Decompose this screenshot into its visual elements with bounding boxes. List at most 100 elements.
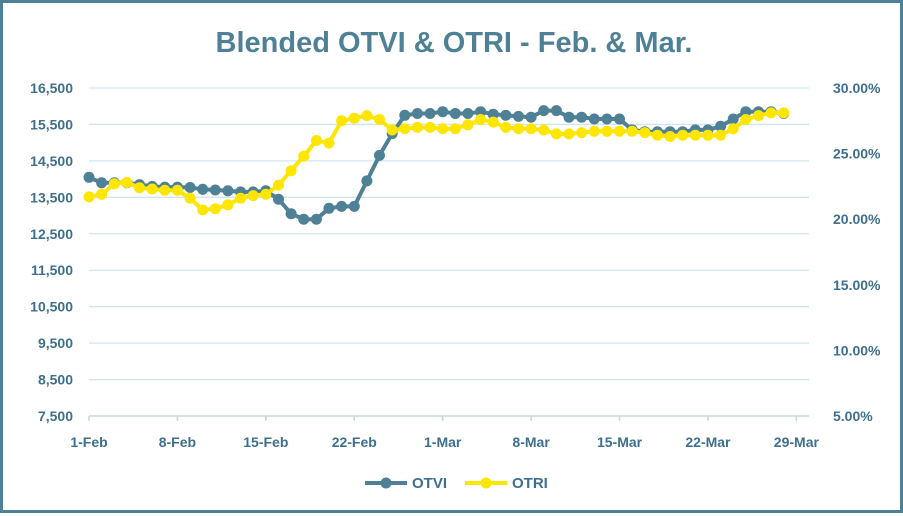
series-otvi-point [449,108,461,119]
x-tick-label: 8-Feb [159,434,196,450]
legend: OTVI OTRI [365,475,548,492]
x-tick-label: 15-Mar [597,434,643,450]
series-otri-point [740,114,752,125]
series-otri-point [664,131,676,142]
series-otri-point [513,123,524,135]
series-otri-point [247,190,259,202]
series-otri-point [525,123,537,135]
right-tick-label: 15.00% [833,277,881,293]
series-otvi-point [96,177,108,189]
series-otri-point [336,115,348,127]
series-otri-point [500,121,512,133]
left-tick-label: 7,500 [38,408,73,424]
series-otri-point [702,129,714,141]
series-otri-point [348,112,360,124]
series-otvi-point [361,175,373,187]
legend-otvi-marker [380,477,392,489]
series-otvi-point [222,185,234,197]
legend-item-otri[interactable]: OTRI [465,475,548,492]
series-otri-point [235,192,247,204]
left-tick-label: 15,500 [30,116,73,132]
series-otri-point [651,129,663,141]
series-otvi-point [298,213,310,225]
series-otri-point [765,107,777,119]
series-otri-point [209,203,221,215]
right-tick-label: 30.00% [833,80,881,96]
series-otri-point [550,128,562,140]
series-otri-point [475,114,487,125]
series-otri-point [386,124,398,136]
series-otvi-point [323,202,335,214]
series-otvi-point [538,105,550,117]
series-otvi-point [374,149,385,161]
series-otri-point [361,110,373,122]
series-otvi-point [209,184,221,196]
series-otvi-point [399,109,411,121]
series-otri-point [159,184,171,196]
legend-otvi-label: OTVI [412,475,447,492]
series-otri-point [171,184,183,196]
series-otvi-point [437,106,449,118]
series-otvi-point [475,106,487,118]
legend-item-otvi[interactable]: OTVI [365,475,447,492]
series-otri-point [487,116,499,128]
series-otvi-point [550,105,562,117]
series-otri-point [411,121,423,133]
left-tick-label: 13,500 [30,189,73,205]
series-otri-point [753,110,764,122]
left-tick-label: 16,500 [30,80,73,96]
series-otri-point [134,182,145,194]
series-otri-point [399,123,411,135]
series-otvi-point [411,108,423,119]
series-otri-point [437,123,449,135]
series-otvi-point [740,106,752,118]
series-otvi-point [83,171,95,183]
x-tick-label: 22-Feb [332,434,377,450]
series-otvi-point [348,200,360,212]
series-otri-point [424,121,436,133]
series-otri-point [83,191,95,203]
x-axis-ticks: 1-Feb 8-Feb 15-Feb 22-Feb 1-Mar 8-Mar 15-Mar 22… [70,434,819,450]
x-tick-label: 8-Mar [512,434,550,450]
legend-otri-marker [480,477,492,489]
series-otri [83,107,790,216]
series-otvi-point [500,109,512,121]
series-otvi-point [588,113,600,125]
series-otvi-point [727,113,739,125]
series-otri-point [639,127,651,139]
series-otvi-point [715,120,727,132]
left-tick-label: 10,500 [30,299,73,315]
series-otri-point [146,183,158,195]
gridlines [89,87,809,381]
left-tick-label: 8,500 [38,372,73,388]
series-otvi-point [601,113,613,125]
axes [88,415,809,421]
x-tick-label: 1-Feb [70,434,107,450]
series-otvi [83,105,790,225]
series-otri-point [260,188,272,200]
series-otvi-point [513,110,524,122]
chart-title: Blended OTVI & OTRI - Feb. & Mar. [216,27,693,59]
left-tick-label: 12,500 [30,226,73,242]
series-otri-point [576,127,588,139]
right-tick-label: 10.00% [833,342,881,358]
x-tick-label: 22-Mar [685,434,731,450]
series-otri-point [689,129,701,141]
series-otri-point [374,114,385,125]
series-otri-point [184,192,196,204]
series-otri-point [323,137,335,149]
series-otri-point [298,150,310,162]
series-otvi-point [310,213,322,225]
series-otri-point [449,123,461,135]
series-otri-point [96,188,108,200]
series-otvi-point [563,111,575,123]
series-otri-point [778,107,790,119]
series-otri-point [310,135,322,146]
series-otvi-point [184,182,196,193]
right-tick-label: 5.00% [833,408,873,424]
series-otvi-point [487,108,499,120]
series-otvi-point [285,208,297,220]
series-otvi-point [462,108,474,119]
series-otri-point [285,165,297,177]
